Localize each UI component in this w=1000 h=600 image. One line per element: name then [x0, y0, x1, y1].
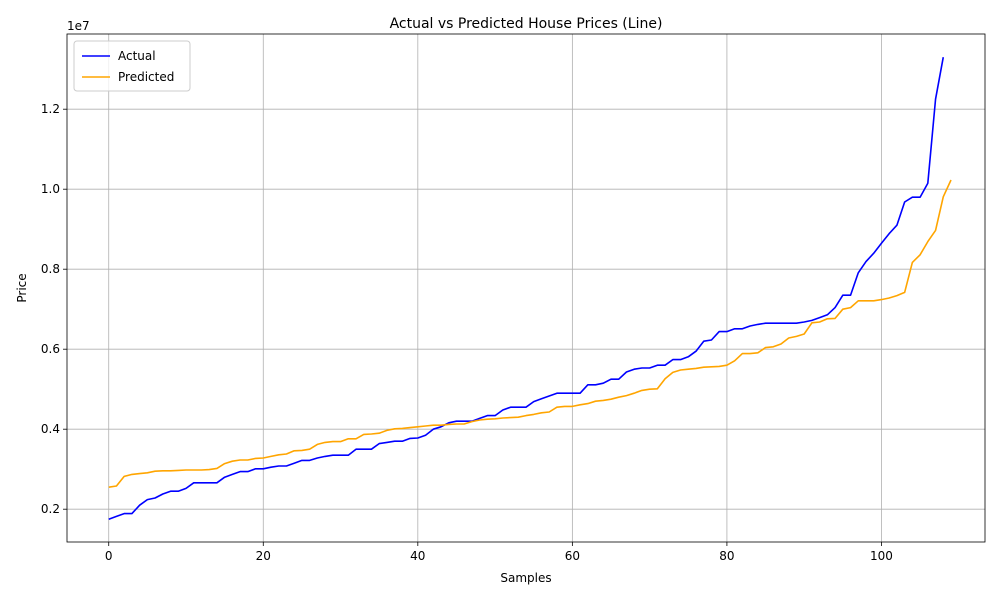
x-tick-label: 60: [565, 549, 580, 563]
grid: [67, 34, 985, 542]
series-line-predicted: [108, 179, 952, 488]
x-tick-label: 80: [719, 549, 734, 563]
x-ticks: 0 20 40 60 80 100: [105, 542, 893, 563]
x-axis-label: Samples: [500, 571, 551, 585]
x-tick-label: 40: [410, 549, 425, 563]
series-line-actual: [108, 57, 945, 520]
y-tick-label: 1.0: [41, 182, 60, 196]
legend-label-predicted: Predicted: [118, 70, 174, 84]
y-tick-label: 0.2: [41, 502, 60, 516]
legend-box: [73, 40, 191, 92]
y-tick-label: 0.4: [41, 422, 60, 436]
legend: Actual Predicted: [73, 40, 191, 92]
y-ticks: 0.2 0.4 0.6 0.8 1.0 1.2: [41, 102, 67, 516]
legend-label-actual: Actual: [118, 49, 156, 63]
series-lines: [108, 57, 952, 520]
chart-title: Actual vs Predicted House Prices (Line): [390, 16, 663, 32]
x-tick-label: 20: [256, 549, 271, 563]
x-tick-label: 100: [870, 549, 893, 563]
y-tick-label: 0.8: [41, 262, 60, 276]
y-tick-label: 0.6: [41, 342, 60, 356]
y-tick-label: 1.2: [41, 102, 60, 116]
y-axis-label: Price: [15, 273, 29, 302]
y-axis-offset-label: 1e7: [67, 19, 90, 33]
plot-frame: [66, 33, 986, 543]
x-tick-label: 0: [105, 549, 113, 563]
